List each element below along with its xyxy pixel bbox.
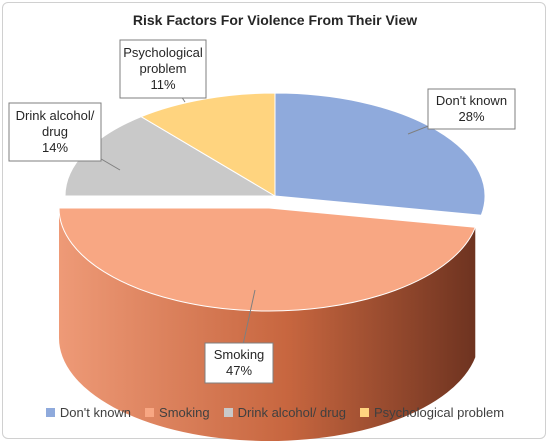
legend-item-smoking: Smoking [145,405,210,420]
legend-item-drink-alcohol-drug: Drink alcohol/ drug [223,405,347,420]
data-label-value: 14% [42,140,68,155]
legend-label: Psychological problem [374,405,505,420]
legend-swatch [223,408,233,417]
pie-slice-psychological-problem [140,92,276,197]
chart-title: Risk Factors For Violence From Their Vie… [132,12,418,28]
data-label-text: Smoking [214,347,265,362]
data-label-text: Drink alcohol/ [16,108,95,123]
legend-label: Drink alcohol/ drug [237,405,347,420]
data-label-text: problem [140,61,187,76]
legend-label: Don't known [59,405,132,420]
data-label-value: 28% [458,109,484,124]
legend-swatch [360,408,370,417]
pie-slice-smoking [58,207,476,312]
legend-swatch [45,408,55,417]
data-label-value: 11% [150,77,175,92]
data-label-text: drug [42,124,68,139]
data-label-value: 47% [226,363,252,378]
legend-item-dont-known: Don't known [45,405,132,420]
pie-slice-dont-known [274,92,486,216]
legend-item-psychological-problem: Psychological problem [360,405,504,420]
data-label-text: Don't known [436,93,507,108]
pie-slice-side-smoking [59,208,476,442]
chart-legend: Don't known Smoking Drink alcohol/ drug Psy… [0,405,550,420]
legend-label: Smoking [159,405,210,420]
legend-swatch [145,408,155,417]
data-label-text: Psychological [123,45,203,60]
